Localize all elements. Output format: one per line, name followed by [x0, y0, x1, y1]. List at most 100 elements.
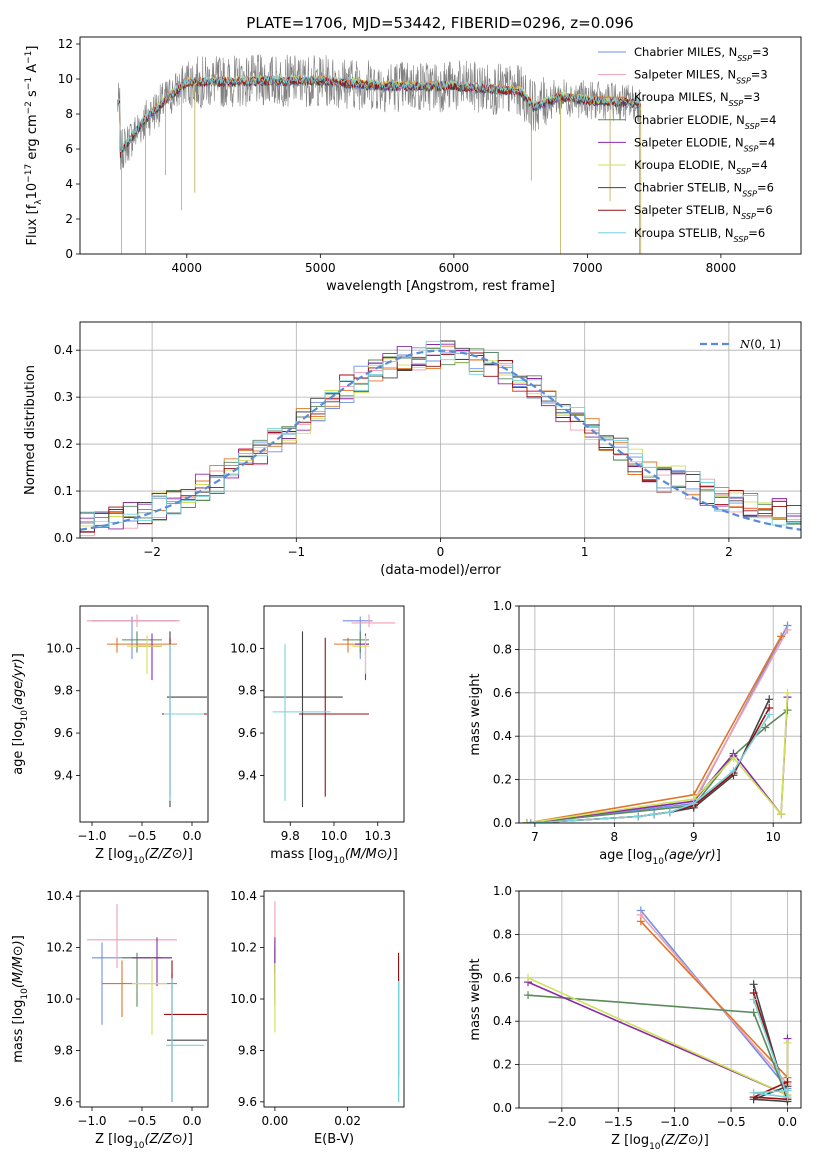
legend-eq: =6 [748, 226, 765, 240]
marker-salpeter-miles [783, 625, 792, 634]
massweight-vs-age-frame [518, 605, 802, 824]
legend-text: Salpeter ELODIE, N [634, 135, 744, 149]
marker-kroupa-stelib [650, 810, 659, 819]
xlabel-part: mass [log [270, 847, 333, 862]
xlabel-sub: 10 [333, 856, 345, 866]
age-vs-mass-xlabel: mass [log10(M/M⊙)] [270, 847, 398, 866]
mass-weight-line-kroupa-elodie [526, 692, 789, 823]
residuals-ytick-label: 0.4 [54, 343, 73, 357]
legend-text: Kroupa STELIB, N [634, 226, 734, 240]
legend-text: Salpeter MILES, N [634, 68, 736, 82]
xlabel-part: (age/yr) [664, 848, 716, 863]
ylabel-part: erg cm [25, 114, 40, 163]
mass-vs-Z-ytick-label: 10.4 [46, 889, 73, 903]
mass-vs-Z-ytick-label: 10.2 [46, 941, 73, 955]
marker-kroupa-stelib [783, 1086, 792, 1095]
legend-label-kroupa-stelib: Kroupa STELIB, NSSP=6 [634, 226, 765, 244]
mass-vs-Z-ytick-label: 9.6 [54, 1095, 73, 1109]
age-vs-Z-ytick-label: 10.0 [46, 641, 73, 655]
ylabel-sub: 10 [20, 710, 30, 722]
legend-eq: =4 [760, 113, 777, 127]
age-vs-Z-ytick-label: 9.4 [54, 768, 73, 782]
massweight-vs-Z-ytick-label: 1.0 [493, 884, 512, 898]
ylabel-part: −17 [24, 164, 34, 183]
mass-weight-line-kroupa-miles [526, 636, 782, 823]
xlabel-part: ] [704, 1133, 709, 1148]
age-vs-Z-xtick-label: −0.5 [127, 829, 156, 843]
spectrum-xlabel: wavelength [Angstrom, rest frame] [326, 279, 555, 294]
mass-vs-Z-ytick-label: 9.8 [54, 1043, 73, 1057]
legend-label-chabrier-elodie: Chabrier ELODIE, NSSP=4 [634, 113, 776, 131]
massweight-vs-age-ytick-label: 0.6 [493, 686, 512, 700]
age-vs-Z-panel: −1.0 −0.5 0.09.49.69.810.0Z [log10(Z/Z⊙)]a… [11, 605, 209, 866]
mass-vs-EBV-ytick-label: 10.0 [230, 992, 257, 1006]
massweight-vs-Z-plot-area [519, 891, 801, 1108]
marker-kroupa-elodie [524, 973, 533, 982]
residuals-ytick-label: 0.2 [54, 437, 73, 451]
legend-text: (0, 1) [750, 337, 781, 351]
residuals-xtick-label: −2 [143, 545, 161, 559]
marker-salpeter-stelib [783, 1077, 792, 1086]
xlabel-part: (Z/Z⊙) [145, 847, 188, 862]
marker-chabrier-elodie [524, 991, 533, 1000]
marker-kroupa-miles [636, 917, 645, 926]
mass-vs-EBV-ytick-label: 10.2 [230, 941, 257, 955]
ylabel-part: −2 [24, 101, 34, 114]
spectrum-xtick-label: 4000 [172, 261, 203, 275]
residuals-plot-area [80, 322, 801, 538]
age-vs-mass-frame [263, 605, 405, 823]
ylabel-part: ] [11, 653, 26, 658]
marker-kroupa-stelib [749, 995, 758, 1004]
xlabel-part: ] [716, 848, 721, 863]
massweight-vs-Z-xtick-label: 0.0 [778, 1115, 797, 1129]
age-vs-mass-xtick-label: 9.8 [281, 829, 300, 843]
spectrum-plot-area [117, 54, 642, 254]
ylabel-part: Flux [f [25, 204, 40, 245]
xlabel-part: (Z/Z⊙) [145, 1132, 188, 1147]
legend-sub: SSP [744, 144, 759, 153]
residuals-xtick-label: −1 [287, 545, 305, 559]
residuals-xlabel: (data-model)/error [380, 563, 501, 578]
marker-kroupa-stelib [729, 766, 738, 775]
massweight-vs-age-ytick-label: 0.8 [493, 642, 512, 656]
massweight-vs-Z-panel: −2.0 −1.5 −1.0 −0.5 0.0 0.0 0.2 0.4 0.6 0.8 1.0 Z [… [468, 884, 802, 1152]
residuals-ytick-label: 0.0 [54, 531, 73, 545]
marker-kroupa-stelib [634, 812, 643, 821]
marker-kroupa-stelib [689, 799, 698, 808]
age-vs-Z-ytick-label: 9.6 [54, 726, 73, 740]
legend-text: N [739, 337, 751, 351]
massweight-vs-Z-ytick-label: 0.0 [493, 1101, 512, 1115]
mass-vs-EBV-plot-area [274, 901, 400, 1102]
mass-weight-line-kroupa-miles [640, 920, 789, 1079]
mass-vs-EBV-panel: 0.00 0.02 9.6 9.8 10.0 10.2 10.4 E(B-V) [230, 889, 405, 1147]
legend-text: Chabrier ELODIE, N [634, 113, 745, 127]
legend-eq: =3 [752, 45, 769, 59]
age-vs-mass-ytick-label: 9.6 [238, 726, 257, 740]
age-vs-mass-plot-area [264, 614, 396, 808]
ylabel-part: λ [34, 199, 44, 205]
massweight-vs-age-ytick-label: 1.0 [493, 599, 512, 613]
xlabel-part: Z [log [95, 847, 133, 862]
mass-vs-EBV-ytick-label: 9.8 [238, 1043, 257, 1057]
ylabel-part: age [log [11, 722, 26, 775]
spectrum-ytick-label: 10 [58, 72, 73, 86]
legend-sub: SSP [745, 121, 760, 130]
marker-chabrier-elodie [761, 723, 770, 732]
legend-sub: SSP [736, 167, 751, 176]
mass-vs-EBV-xtick-label: 0.00 [262, 1114, 289, 1128]
legend-sub: SSP [729, 99, 744, 108]
ylabel-part: ] [25, 46, 40, 51]
legend-eq: =6 [757, 181, 774, 195]
xlabel-part: ] [188, 1132, 193, 1147]
massweight-vs-Z-ytick-label: 0.6 [493, 971, 512, 985]
mass-vs-EBV-xtick-label: 0.02 [334, 1114, 361, 1128]
model-spectrum-kroupa-stelib [118, 74, 641, 153]
marker-kroupa-stelib [526, 819, 535, 823]
age-vs-Z-ylabel: age [log10(age/yr)] [11, 653, 30, 775]
age-vs-mass-xtick-label: 10.0 [321, 829, 348, 843]
marker-kroupa-miles [777, 632, 786, 641]
residuals-ylabel: Normed distribution [23, 365, 38, 495]
massweight-vs-age-ytick-label: 0.2 [493, 773, 512, 787]
massweight-vs-age-xlabel: age [log10(age/yr)] [599, 848, 721, 867]
mass-vs-Z-xlabel: Z [log10(Z/Z⊙)] [95, 1132, 193, 1151]
